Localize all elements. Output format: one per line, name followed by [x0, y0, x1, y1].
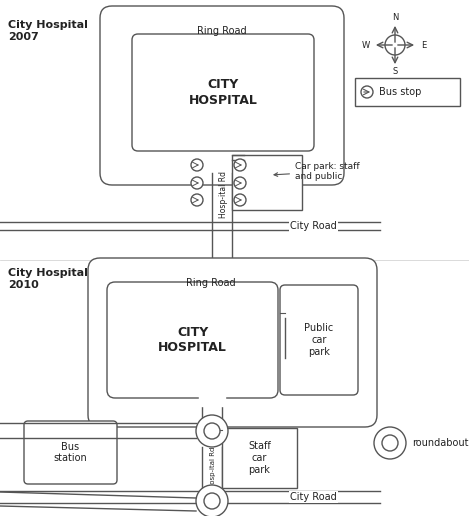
Text: W: W — [362, 40, 370, 50]
FancyBboxPatch shape — [24, 421, 117, 484]
FancyBboxPatch shape — [132, 34, 314, 151]
Text: E: E — [421, 40, 427, 50]
Bar — [232, 155, 302, 210]
Text: Bus stop: Bus stop — [379, 87, 421, 97]
Text: N: N — [392, 13, 398, 23]
Text: City Road: City Road — [290, 492, 337, 502]
Circle shape — [196, 415, 228, 447]
FancyBboxPatch shape — [100, 6, 344, 185]
Circle shape — [196, 485, 228, 516]
Text: City Road: City Road — [290, 221, 337, 231]
Circle shape — [382, 435, 398, 451]
Text: City Hospital
2010: City Hospital 2010 — [8, 268, 88, 289]
Text: S: S — [393, 68, 398, 76]
Text: Public
car
park: Public car park — [304, 324, 333, 357]
Text: Hosp-ital Rd: Hosp-ital Rd — [210, 447, 216, 489]
Circle shape — [234, 194, 246, 206]
FancyBboxPatch shape — [107, 282, 278, 398]
Text: CITY
HOSPITAL: CITY HOSPITAL — [158, 326, 227, 354]
Text: Staff
car
park: Staff car park — [248, 441, 271, 475]
FancyBboxPatch shape — [88, 258, 377, 427]
Circle shape — [234, 159, 246, 171]
Circle shape — [385, 35, 405, 55]
Text: City Hospital
2007: City Hospital 2007 — [8, 20, 88, 42]
Text: Hosp-ital Rd: Hosp-ital Rd — [219, 171, 228, 218]
Bar — [355, 78, 460, 106]
Circle shape — [191, 194, 203, 206]
FancyBboxPatch shape — [280, 285, 358, 395]
Circle shape — [191, 159, 203, 171]
Text: Ring Road: Ring Road — [197, 26, 247, 36]
Text: Ring Road: Ring Road — [187, 278, 236, 288]
Bar — [222, 428, 297, 488]
Circle shape — [234, 177, 246, 189]
Circle shape — [204, 423, 220, 439]
Circle shape — [191, 177, 203, 189]
Text: Bus
station: Bus station — [53, 442, 87, 463]
Text: roundabout: roundabout — [412, 438, 469, 448]
Text: Car park: staff
and public: Car park: staff and public — [274, 162, 360, 182]
Circle shape — [361, 86, 373, 98]
Text: CITY
HOSPITAL: CITY HOSPITAL — [189, 78, 257, 106]
Circle shape — [204, 493, 220, 509]
Circle shape — [374, 427, 406, 459]
